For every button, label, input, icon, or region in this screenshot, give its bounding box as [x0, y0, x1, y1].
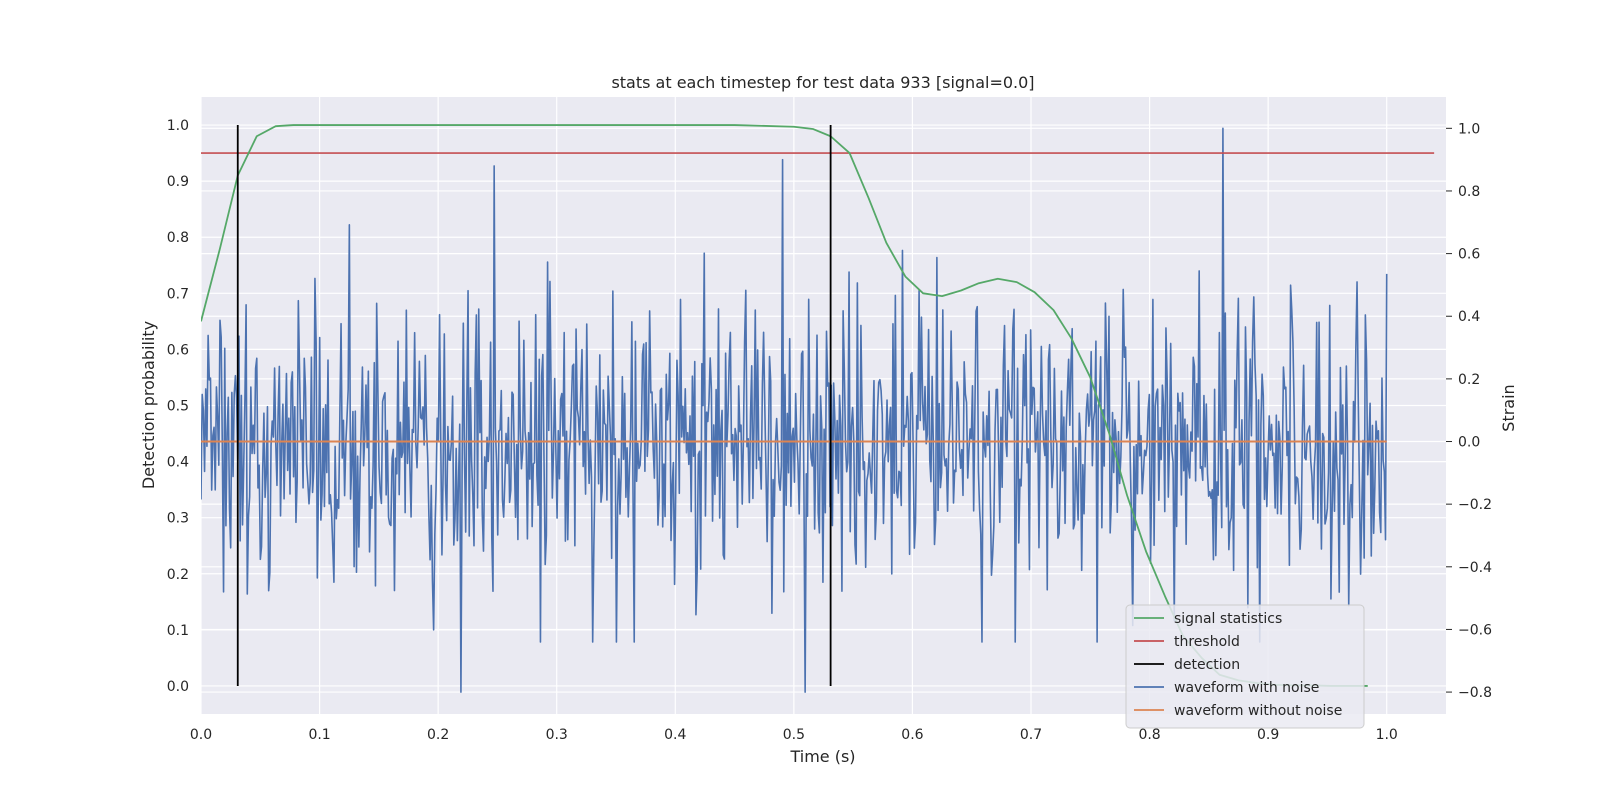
legend-label: waveform with noise	[1174, 680, 1319, 696]
x-tick-label: 0.6	[901, 727, 923, 743]
right-y-axis-label: Strain	[1499, 384, 1518, 431]
x-tick-label: 0.1	[308, 727, 330, 743]
right-y-tick-label: −0.6	[1458, 622, 1492, 638]
x-tick-label: 0.4	[664, 727, 686, 743]
right-y-tick-label: 0.4	[1458, 309, 1480, 325]
x-axis-ticks: 0.0 0.1 0.2 0.3 0.4 0.5 0.6 0.7 0.8 0.9 1.0	[190, 727, 1398, 743]
right-y-tick-label: 0.6	[1458, 247, 1480, 263]
right-y-axis-ticks: −0.8 −0.6 −0.4 −0.2 0.0 0.2 0.4 0.6 0.8 1.0	[1446, 121, 1492, 701]
left-y-tick-label: 0.9	[167, 174, 189, 190]
waveform-with-noise-line	[201, 127, 1388, 693]
right-y-tick-label: −0.2	[1458, 497, 1492, 513]
x-tick-label: 0.7	[1020, 727, 1042, 743]
x-tick-label: 0.0	[190, 727, 212, 743]
x-axis-label: Time (s)	[789, 747, 855, 766]
left-y-tick-label: 0.5	[167, 399, 189, 415]
legend-label: threshold	[1174, 634, 1240, 650]
left-y-tick-label: 0.0	[167, 679, 189, 695]
left-y-tick-label: 0.8	[167, 230, 189, 246]
chart-title: stats at each timestep for test data 933…	[611, 73, 1034, 92]
x-tick-label: 0.8	[1138, 727, 1160, 743]
left-y-axis-ticks: 0.0 0.1 0.2 0.3 0.4 0.5 0.6 0.7 0.8 0.9 1.0	[167, 118, 189, 695]
left-y-tick-label: 0.4	[167, 455, 189, 471]
right-y-tick-label: 1.0	[1458, 121, 1480, 137]
left-y-tick-label: 1.0	[167, 118, 189, 134]
x-tick-label: 0.2	[427, 727, 449, 743]
x-tick-label: 0.9	[1257, 727, 1279, 743]
left-y-tick-label: 0.1	[167, 623, 189, 639]
right-y-tick-label: 0.2	[1458, 372, 1480, 388]
left-y-tick-label: 0.3	[167, 511, 189, 527]
left-y-tick-label: 0.2	[167, 567, 189, 583]
right-y-tick-label: −0.8	[1458, 685, 1492, 701]
legend-label: waveform without noise	[1174, 703, 1342, 719]
legend-label: signal statistics	[1174, 611, 1282, 627]
legend: signal statistics threshold detection wavef…	[1125, 604, 1365, 729]
left-y-tick-label: 0.7	[167, 286, 189, 302]
x-tick-label: 0.5	[783, 727, 805, 743]
legend-box	[1125, 604, 1365, 729]
legend-label: detection	[1174, 657, 1240, 673]
x-tick-label: 0.3	[546, 727, 568, 743]
left-y-axis-label: Detection probability	[139, 321, 158, 489]
left-y-tick-label: 0.6	[167, 342, 189, 358]
x-tick-label: 1.0	[1376, 727, 1398, 743]
right-y-tick-label: 0.8	[1458, 184, 1480, 200]
right-y-tick-label: 0.0	[1458, 435, 1480, 451]
right-y-tick-label: −0.4	[1458, 560, 1492, 576]
